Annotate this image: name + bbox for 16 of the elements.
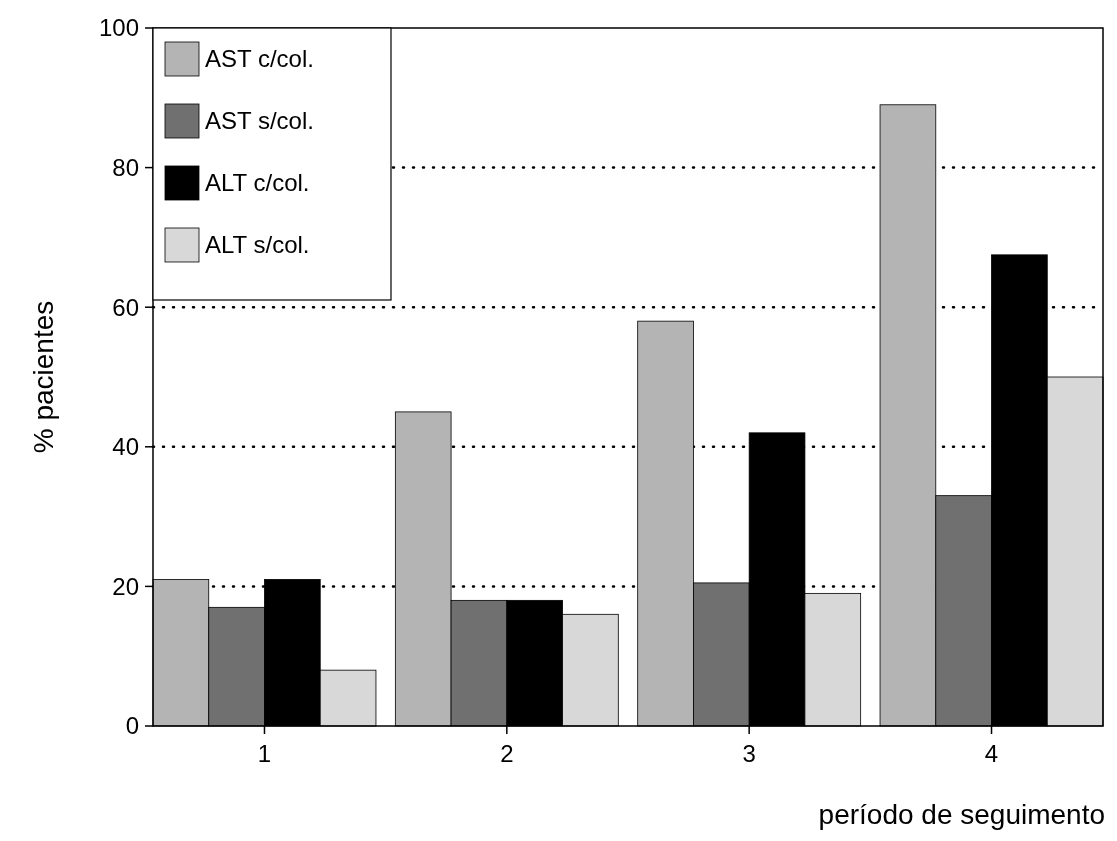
- x-tick-label: 1: [257, 740, 272, 767]
- x-axis-title: período de seguimento: [818, 799, 1105, 830]
- y-tick-label: 60: [112, 293, 139, 321]
- legend-label: ALT c/col.: [205, 169, 310, 197]
- x-tick-label: 2: [500, 740, 514, 767]
- legend-label: ALT s/col.: [205, 231, 310, 259]
- y-tick-label: 40: [112, 433, 139, 461]
- y-tick-label: 80: [112, 154, 139, 181]
- x-tick-label: 4: [984, 740, 999, 767]
- legend-label: AST c/col.: [205, 45, 314, 73]
- y-tick-label: 100: [98, 14, 139, 42]
- x-tick-label: 3: [742, 740, 756, 767]
- y-tick-label: 20: [112, 572, 139, 600]
- legend-label: AST s/col.: [205, 107, 314, 135]
- y-axis-title: % pacientes: [28, 300, 59, 454]
- y-tick-label: 0: [125, 712, 139, 740]
